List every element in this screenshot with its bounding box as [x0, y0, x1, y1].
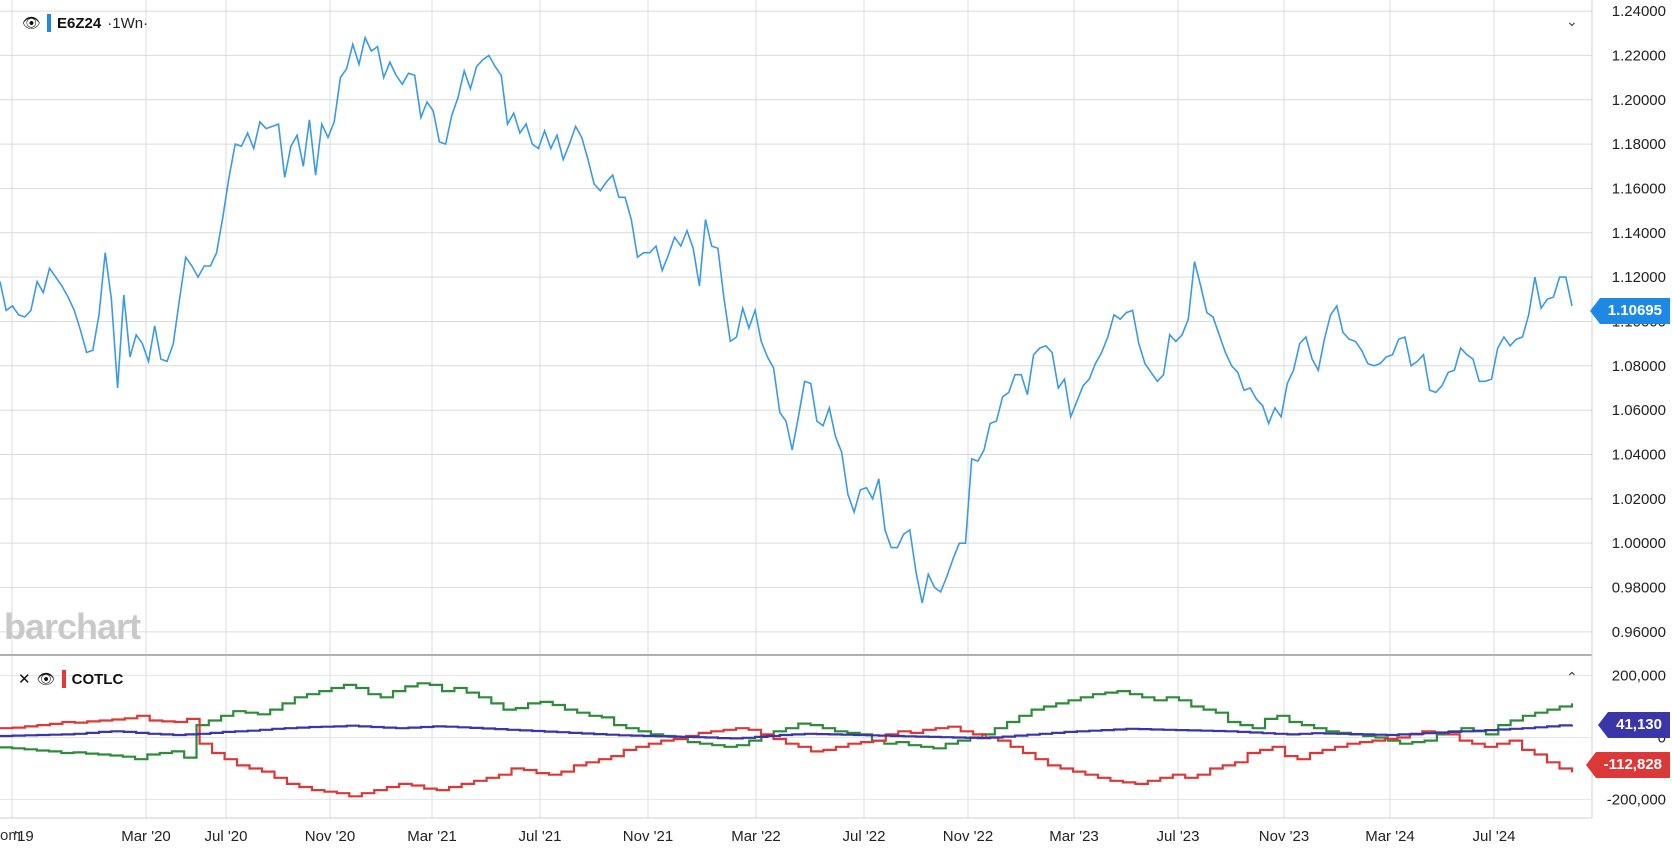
x-tick-label: Nov '22: [943, 828, 993, 845]
y-tick-label: 1.08000: [1612, 358, 1666, 375]
y-tick-label: 1.16000: [1612, 180, 1666, 197]
x-tick-label: Mar '20: [121, 828, 171, 845]
y-tick-label: 0.98000: [1612, 579, 1666, 596]
x-tick-label: Mar '23: [1049, 828, 1099, 845]
x-tick-label: Nov '21: [623, 828, 673, 845]
x-tick-label: '19: [14, 828, 34, 845]
x-tick-label: Jul '22: [843, 828, 886, 845]
cot-nonreportable-line: [0, 724, 1574, 740]
y-tick-label: 1.00000: [1612, 535, 1666, 552]
indicator-legend: ✕ 👁 COTLC: [18, 670, 123, 688]
cot-commercial-line: [0, 714, 1574, 798]
close-icon[interactable]: ✕: [18, 671, 31, 688]
y-tick-label: 1.22000: [1612, 47, 1666, 64]
eye-icon[interactable]: 👁: [36, 671, 56, 688]
indicator-name[interactable]: COTLC: [71, 670, 124, 688]
y-tick-label: 1.18000: [1612, 136, 1666, 153]
eye-icon[interactable]: 👁: [22, 15, 42, 32]
commercial-badge: -112,828: [1585, 752, 1670, 778]
chevron-up-icon[interactable]: ⌃: [1566, 670, 1578, 686]
x-tick-label: Jul '20: [205, 828, 248, 845]
y-tick-label: 0.96000: [1612, 624, 1666, 641]
lower-y-tick-label: 0: [1658, 730, 1666, 747]
x-tick-label: Jul '21: [519, 828, 562, 845]
watermark-logo: barchart: [4, 606, 141, 647]
y-tick-label: 1.06000: [1612, 402, 1666, 419]
y-tick-label: 1.20000: [1612, 92, 1666, 109]
x-tick-label: Nov '23: [1259, 828, 1309, 845]
indicator-color-swatch: [61, 670, 66, 688]
x-tick-label: Nov '20: [305, 828, 355, 845]
main-legend: 👁 E6Z24 ·1Wn·: [22, 14, 148, 32]
y-tick-label: 1.04000: [1612, 446, 1666, 463]
y-tick-label: 1.12000: [1612, 269, 1666, 286]
y-tick-label: 1.02000: [1612, 491, 1666, 508]
cot-noncommercial-line: [0, 682, 1574, 761]
price-series-line: [0, 35, 1573, 604]
y-tick-label: 1.24000: [1612, 3, 1666, 20]
chevron-down-icon[interactable]: ⌄: [1566, 14, 1578, 30]
x-tick-label: Mar '24: [1365, 828, 1415, 845]
interval-label[interactable]: ·1Wn·: [107, 14, 149, 32]
lower-y-tick-label: -200,000: [1607, 791, 1666, 808]
last-price-badge: 1.10695: [1589, 298, 1670, 324]
series-color-swatch: [47, 14, 52, 32]
corner-text: om: [0, 827, 21, 844]
x-tick-label: Mar '22: [731, 828, 781, 845]
symbol-code[interactable]: E6Z24: [57, 14, 102, 32]
x-tick-label: Jul '23: [1157, 828, 1200, 845]
x-tick-label: Mar '21: [407, 828, 457, 845]
lower-y-tick-label: 200,000: [1612, 668, 1666, 685]
y-tick-label: 1.14000: [1612, 225, 1666, 242]
nonreportable-badge: 41,130: [1598, 712, 1670, 738]
x-tick-label: Jul '24: [1473, 828, 1516, 845]
